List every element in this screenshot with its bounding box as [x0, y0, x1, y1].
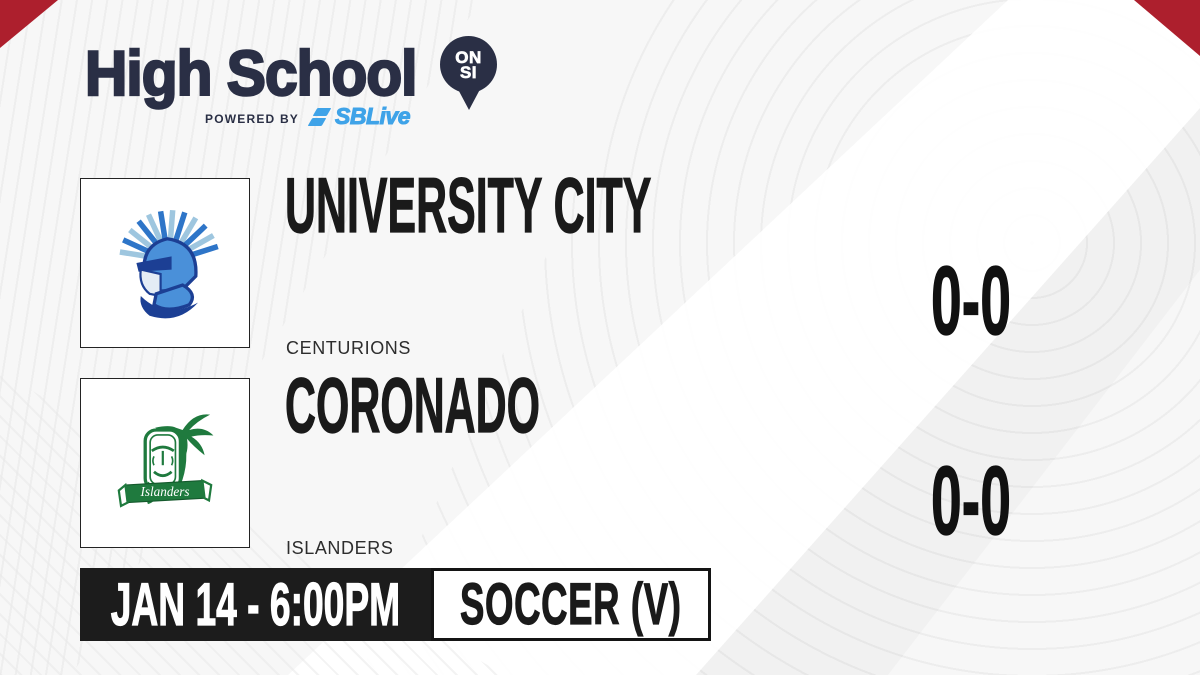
team2-mascot: ISLANDERS [286, 538, 394, 558]
islanders-logo: Islanders [117, 414, 214, 508]
corner-accent-top-left [0, 0, 58, 48]
team2-logo-box: Islanders [80, 378, 250, 548]
powered-by-row: POWERED BY SBLive [205, 103, 411, 130]
game-datetime: JAN 14 - 6:00PM [110, 570, 401, 638]
sport-label: SOCCER (V) [460, 571, 682, 637]
sblive-icon [307, 106, 332, 128]
onsi-pin-icon: ON SI [440, 36, 497, 110]
team2-score: 0-0 [931, 446, 1012, 555]
sblive-wordmark: SBLive [335, 103, 411, 130]
corner-accent-top-right [1134, 0, 1200, 56]
onsi-pin-label: ON SI [440, 36, 497, 93]
team1-score: 0-0 [931, 246, 1012, 355]
team1-name: UNIVERSITY CITY [285, 161, 652, 249]
onsi-pin-line2: SI [459, 62, 478, 82]
sport-box: SOCCER (V) [431, 568, 711, 641]
team2-name: CORONADO [285, 361, 541, 449]
brand-title: High School [84, 38, 419, 111]
powered-by-label: POWERED BY [205, 111, 300, 126]
team1-mascot: CENTURIONS [286, 338, 412, 358]
centurions-logo [119, 209, 219, 319]
islanders-banner-text: Islanders [139, 484, 189, 499]
game-datetime-box: JAN 14 - 6:00PM [80, 568, 431, 641]
team1-logo-box [80, 178, 250, 348]
sblive-logo: SBLive [307, 103, 411, 130]
